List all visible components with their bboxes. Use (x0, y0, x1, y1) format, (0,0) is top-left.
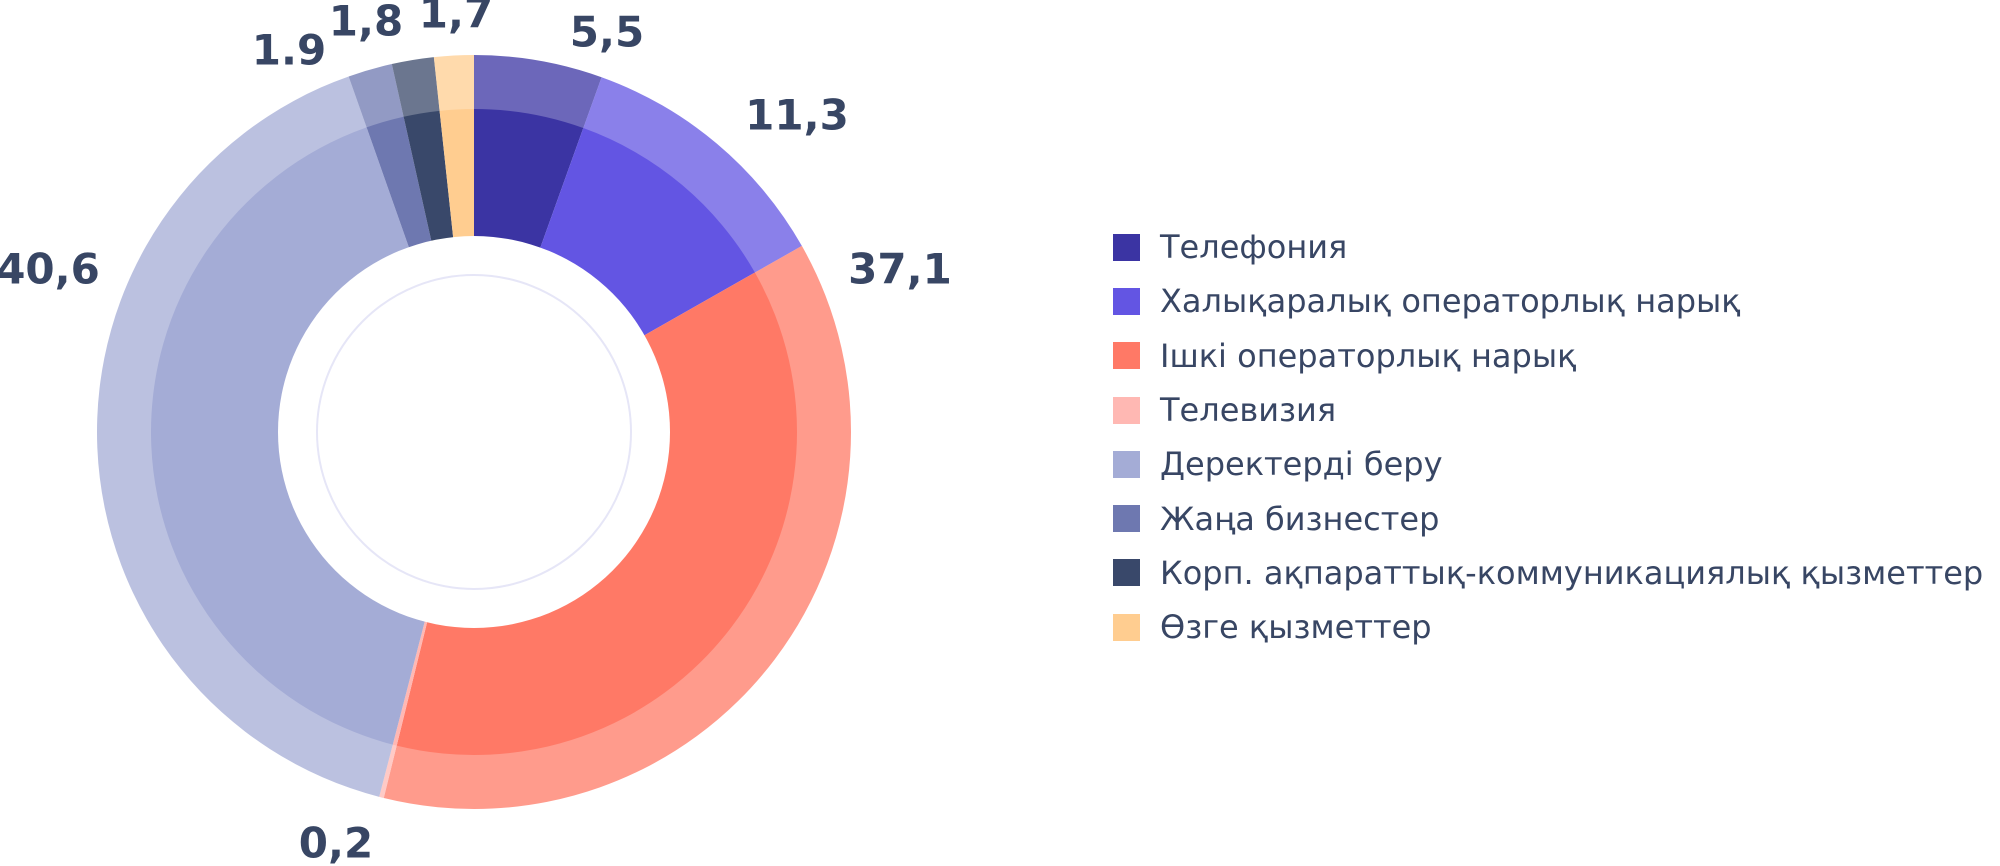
center-hole (278, 236, 670, 628)
legend-label: Жаңа бизнестер (1160, 499, 1440, 538)
legend-item: Ішкі операторлық нарық (1113, 329, 1983, 383)
legend-label: Халықаралық операторлық нарық (1160, 282, 1741, 321)
legend: Телефония Халықаралық операторлық нарық Іш… (1113, 220, 1983, 654)
value-label-телефония: 5,5 (570, 8, 644, 57)
outer-slice-деректерді-беру (97, 76, 394, 797)
outer-slice-ішкі-операторлық-нарық (383, 245, 851, 809)
legend-item: Телевизия (1113, 383, 1983, 437)
outer-slice-телевизия (379, 743, 397, 799)
legend-swatch (1113, 287, 1140, 315)
slice-телевизия (392, 619, 428, 746)
legend-item: Телефония (1113, 220, 1983, 274)
value-label-өзге-қызметтер: 1,7 (419, 0, 493, 38)
legend-label: Ішкі операторлық нарық (1160, 336, 1577, 375)
slice-корп-ақпараттық-коммуникациялық-қызметтер (403, 110, 454, 243)
slice-ішкі-операторлық-нарық (396, 272, 797, 755)
legend-item: Корп. ақпараттық-коммуникациялық қызметт… (1113, 546, 1983, 600)
legend-label: Деректерді беру (1160, 445, 1443, 484)
outer-slice-телефония (474, 55, 602, 129)
slice-деректерді-беру (150, 127, 426, 745)
value-label-жаңа-бизнестер: 1.9 (252, 26, 326, 75)
outer-slice-халықаралық-операторлық-нарық (582, 77, 802, 274)
outer-slice-корп-ақпараттық-коммуникациялық-қызметтер (391, 57, 440, 118)
value-label-телевизия: 0,2 (299, 819, 373, 866)
value-label-халықаралық-операторлық-нарық: 11,3 (745, 91, 849, 140)
legend-swatch (1113, 233, 1140, 261)
inner-ring (150, 109, 797, 755)
legend-label: Корп. ақпараттық-коммуникациялық қызметт… (1160, 553, 1984, 592)
legend-item: Халықаралық операторлық нарық (1113, 274, 1983, 328)
outer-ring (97, 55, 851, 809)
legend-swatch (1113, 559, 1140, 587)
slice-халықаралық-операторлық-нарық (539, 128, 755, 337)
value-label-корп-ақпараттық-коммуникациялық-қызметтер: 1,8 (329, 0, 403, 46)
value-labels: 5,5 11,3 37,1 0,2 40,6 1.91,8 1,7 (0, 0, 952, 866)
legend-swatch (1113, 342, 1140, 370)
legend-item: Деректерді беру (1113, 437, 1983, 491)
legend-swatch (1113, 396, 1140, 424)
value-label-деректерді-беру: 40,6 (0, 245, 100, 294)
legend-swatch (1113, 613, 1140, 641)
legend-label: Өзге қызметтер (1160, 608, 1432, 647)
outer-slice-өзге-қызметтер (433, 55, 474, 112)
slice-телефония (474, 109, 584, 250)
legend-swatch (1113, 450, 1140, 478)
legend-item: Өзге қызметтер (1113, 600, 1983, 654)
legend-label: Телевизия (1160, 391, 1337, 430)
legend-swatch (1113, 505, 1140, 533)
slice-өзге-қызметтер (439, 109, 474, 240)
legend-label: Телефония (1160, 228, 1348, 267)
value-label-ішкі-операторлық-нарық: 37,1 (848, 245, 952, 294)
outer-slice-жаңа-бизнестер (348, 64, 404, 129)
slice-жаңа-бизнестер (366, 116, 432, 250)
legend-item: Жаңа бизнестер (1113, 491, 1983, 545)
